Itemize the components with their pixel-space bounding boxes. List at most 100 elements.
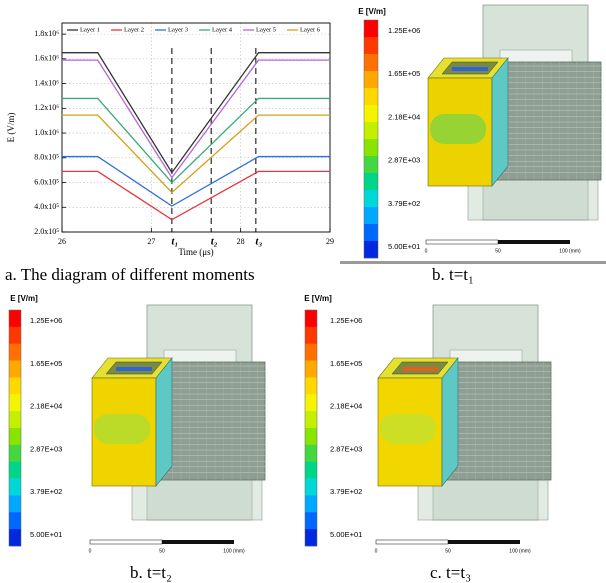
colorbar-band bbox=[9, 360, 21, 378]
colorbar-band bbox=[364, 71, 378, 89]
scale-white bbox=[375, 539, 449, 545]
legend-label: Layer 2 bbox=[124, 26, 144, 33]
y-tick-label: 1.8x10⁶ bbox=[34, 29, 59, 38]
colorbar-title: E [V/m] bbox=[304, 294, 332, 303]
colorbar-label: 5.00E+01 bbox=[388, 242, 420, 251]
scale-label: 100 (mm) bbox=[223, 548, 245, 554]
colorbar-band bbox=[305, 326, 317, 345]
scale-label: 50 bbox=[495, 248, 501, 254]
coil-gray bbox=[159, 361, 266, 481]
coil-top-blue bbox=[452, 67, 488, 71]
legend-label: Layer 5 bbox=[256, 26, 276, 33]
colorbar-band bbox=[9, 444, 21, 463]
colorbar-band bbox=[9, 343, 21, 361]
colorbar-band bbox=[364, 156, 378, 174]
colorbar-band bbox=[9, 428, 21, 446]
scale-black bbox=[448, 540, 520, 544]
colorbar-band bbox=[364, 37, 378, 55]
caption: a. The diagram of different moments bbox=[5, 265, 255, 284]
colorbar-title: E [V/m] bbox=[10, 294, 38, 303]
colorbar-label: 5.00E+01 bbox=[30, 530, 62, 539]
series-line bbox=[62, 155, 330, 207]
colorbar-band bbox=[9, 310, 21, 328]
colorbar-label: 1.65E+05 bbox=[330, 359, 362, 368]
colorbar-label: 3.79E+02 bbox=[388, 199, 420, 208]
x-tick-label: 27 bbox=[147, 237, 155, 246]
colorbar-label: 1.25E+06 bbox=[388, 26, 420, 35]
colorbar-band bbox=[305, 495, 317, 513]
colorbar-band bbox=[9, 394, 21, 412]
x-axis-label: Time (μs) bbox=[178, 247, 213, 257]
colorbar-label: 3.79E+02 bbox=[330, 487, 362, 496]
coil-side bbox=[491, 57, 509, 187]
y-tick-label: 2.0x10⁵ bbox=[34, 227, 59, 236]
scale-label: 100 (mm) bbox=[509, 548, 531, 554]
y-tick-label: 4.0x10⁵ bbox=[34, 202, 59, 211]
colorbar-label: 1.25E+06 bbox=[330, 316, 362, 325]
colorbar-band bbox=[305, 512, 317, 530]
colorbar-band bbox=[9, 512, 21, 530]
x-tick-label: 26 bbox=[58, 237, 66, 246]
coil-top-blue bbox=[116, 367, 152, 371]
colorbar-band bbox=[9, 461, 21, 479]
colorbar-band bbox=[364, 224, 378, 242]
field-panel: E [V/m] 1.25E+06 1.65E+05 2.18E+04 2.87E+03 3… bbox=[8, 294, 266, 582]
colorbar-band bbox=[364, 122, 378, 140]
colorbar-frame bbox=[363, 19, 379, 259]
colorbar-band bbox=[305, 343, 317, 361]
colorbar-label: 2.87E+03 bbox=[388, 156, 420, 165]
colorbar-label: 2.87E+03 bbox=[30, 444, 62, 453]
colorbar-band bbox=[305, 478, 317, 496]
y-tick-label: 6.0x10⁵ bbox=[34, 177, 59, 186]
colorbar-label: 2.87E+03 bbox=[330, 444, 362, 453]
colorbar-band bbox=[9, 326, 21, 345]
y-tick-label: 8.0x10⁵ bbox=[34, 153, 59, 162]
colorbar-frame bbox=[8, 309, 22, 547]
scale-label: 50 bbox=[445, 548, 451, 554]
series-line bbox=[62, 52, 330, 174]
series-line bbox=[62, 97, 330, 184]
colorbar-band bbox=[364, 20, 378, 38]
colorbar-label: 2.18E+04 bbox=[330, 402, 362, 411]
colorbar-band bbox=[9, 529, 21, 547]
coil-top-blue bbox=[402, 367, 438, 371]
moment-label: t₂ bbox=[211, 236, 218, 248]
y-axis-label: E (V/m) bbox=[6, 113, 16, 143]
caption: b. t=t₂ bbox=[130, 563, 172, 582]
coil-front-band bbox=[94, 414, 150, 444]
colorbar-band bbox=[364, 105, 378, 123]
y-tick-label: 1.2x10⁶ bbox=[34, 103, 59, 112]
colorbar-band bbox=[364, 54, 378, 72]
coil-front-band bbox=[380, 414, 436, 444]
scale-label: 0 bbox=[375, 548, 378, 554]
colorbar-band bbox=[364, 173, 378, 191]
legend-label: Layer 3 bbox=[168, 26, 188, 33]
plot-frame bbox=[61, 22, 331, 233]
colorbar-band bbox=[9, 495, 21, 513]
colorbar-band bbox=[305, 411, 317, 429]
colorbar-band bbox=[364, 139, 378, 157]
scale-white bbox=[425, 239, 499, 245]
legend-label: Layer 1 bbox=[80, 26, 100, 33]
colorbar-label: 2.18E+04 bbox=[388, 112, 420, 121]
coil-gray bbox=[445, 361, 552, 481]
colorbar-label: 1.65E+05 bbox=[388, 69, 420, 78]
coil-side bbox=[155, 357, 173, 487]
colorbar-label: 2.18E+04 bbox=[30, 402, 62, 411]
scale-label: 0 bbox=[425, 248, 428, 254]
colorbar-band bbox=[305, 360, 317, 378]
colorbar-band bbox=[305, 461, 317, 479]
moment-label: t₁ bbox=[171, 236, 178, 248]
divider bbox=[340, 261, 606, 264]
x-tick-label: 28 bbox=[237, 237, 245, 246]
scale-black bbox=[162, 540, 234, 544]
colorbar-label: 3.79E+02 bbox=[30, 487, 62, 496]
y-tick-label: 1.4x10⁶ bbox=[34, 78, 59, 87]
scale-black bbox=[498, 240, 570, 244]
colorbar-band bbox=[364, 190, 378, 208]
colorbar-band bbox=[305, 310, 317, 328]
colorbar-band bbox=[364, 207, 378, 225]
colorbar-band bbox=[305, 428, 317, 446]
field-panel: E [V/m] 1.25E+06 1.65E+05 2.18E+04 2.87E+03 3… bbox=[358, 4, 602, 284]
scale-label: 0 bbox=[89, 548, 92, 554]
